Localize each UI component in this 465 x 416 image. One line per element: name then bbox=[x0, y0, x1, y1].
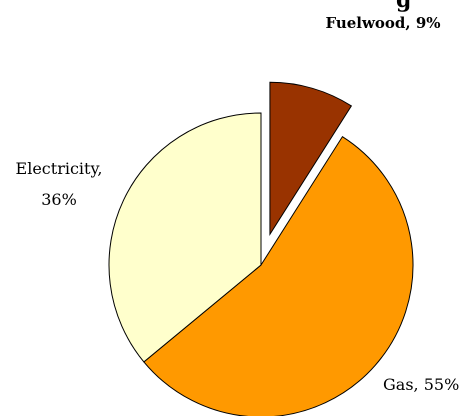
data-label-fuelwood: Fuelwood, 9% bbox=[325, 14, 440, 32]
pie-slice-fuelwood bbox=[269, 81, 353, 236]
data-label-electricity: Electricity, bbox=[16, 159, 103, 178]
pie-slice-gas bbox=[143, 135, 414, 416]
data-label-electricity-line2: 36% bbox=[41, 190, 77, 209]
data-label-gas: Gas, 55% bbox=[383, 375, 459, 394]
chart-title-fragment: g bbox=[396, 0, 412, 13]
pie-slice-electricity bbox=[108, 112, 262, 363]
